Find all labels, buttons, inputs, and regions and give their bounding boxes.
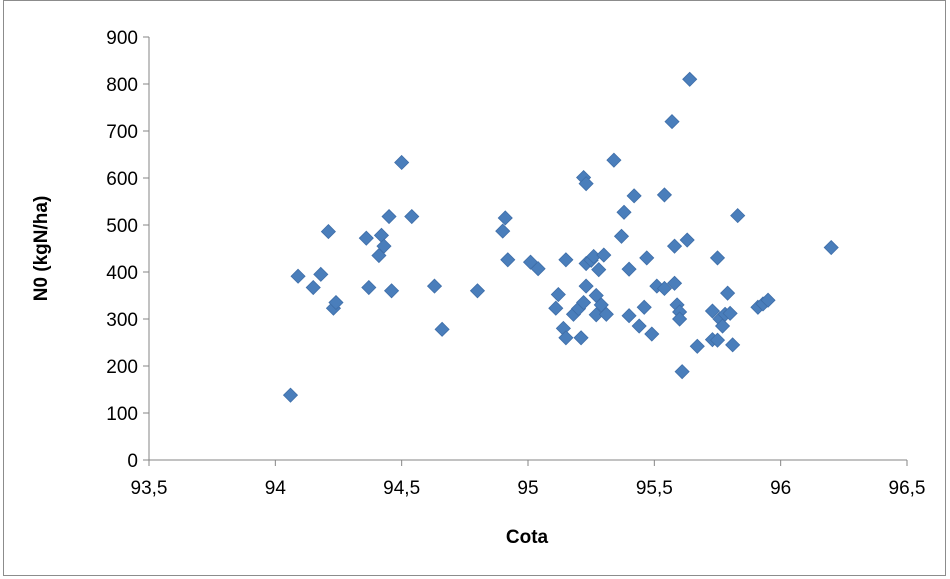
data-point-marker [305, 279, 321, 296]
data-point-marker [722, 305, 738, 321]
data-point-marker [760, 292, 776, 308]
data-point-marker [383, 283, 400, 299]
data-point-marker [596, 247, 612, 263]
data-point-marker [616, 204, 632, 220]
data-point-marker [313, 266, 329, 282]
data-point-marker [613, 228, 630, 244]
y-tick-label: 100 [106, 404, 138, 425]
data-point-marker [704, 303, 721, 319]
y-tick-label: 500 [106, 216, 138, 237]
data-point-marker [328, 294, 344, 311]
data-point-marker [558, 252, 574, 268]
data-point-marker [725, 337, 741, 353]
data-point-marker [621, 261, 637, 277]
data-point-marker [672, 311, 688, 327]
data-point-marker [578, 176, 594, 192]
data-point-marker [548, 300, 564, 316]
x-tick-label: 94,5 [383, 478, 420, 499]
data-point-marker [709, 250, 726, 266]
y-tick-label: 600 [106, 169, 138, 190]
data-point-marker [530, 261, 546, 277]
data-point-marker [576, 294, 592, 311]
data-point-marker [495, 223, 511, 239]
data-point-marker [631, 318, 647, 334]
y-tick-label: 400 [106, 263, 138, 284]
x-axis-title: Cota [506, 527, 549, 548]
data-point-marker [709, 332, 726, 348]
data-point-marker [679, 232, 695, 248]
y-tick-label: 300 [106, 310, 138, 331]
data-point-marker [394, 154, 410, 171]
data-point-marker [666, 238, 683, 254]
data-points [282, 71, 839, 403]
x-tick-label: 96,5 [889, 478, 926, 499]
data-point-marker [626, 188, 642, 204]
x-tick-label: 94 [265, 478, 287, 499]
data-point-marker [550, 286, 566, 303]
data-point-marker [621, 308, 637, 324]
data-point-marker [823, 239, 839, 256]
data-point-marker [558, 330, 574, 346]
y-tick-label: 900 [106, 28, 138, 49]
data-point-marker [714, 318, 731, 334]
y-tick-label: 700 [106, 122, 138, 143]
data-point-marker [381, 208, 397, 225]
data-point-marker [573, 330, 589, 346]
data-point-marker [500, 252, 516, 268]
data-point-marker [591, 262, 607, 278]
data-point-marker [290, 268, 306, 284]
data-point-marker [730, 208, 746, 224]
y-axis-title: N0 (kgN/ha) [31, 196, 52, 302]
x-tick-label: 95 [517, 478, 538, 499]
x-tick-label: 93,5 [131, 478, 168, 499]
y-tick-label: 200 [106, 357, 138, 378]
data-point-marker [361, 279, 377, 296]
data-point-marker [376, 238, 392, 254]
data-point-marker [282, 387, 299, 403]
data-point-marker [373, 227, 390, 243]
data-point-marker [606, 152, 622, 168]
data-point-marker [404, 208, 420, 225]
data-point-marker [639, 250, 655, 266]
data-point-marker [664, 114, 680, 130]
data-point-marker [497, 210, 513, 226]
x-tick-label: 95,5 [636, 478, 673, 499]
data-point-marker [469, 283, 486, 299]
data-point-marker [656, 280, 673, 297]
data-point-marker [644, 326, 660, 342]
data-point-marker [656, 187, 673, 203]
data-point-marker [636, 299, 652, 315]
data-point-marker [426, 278, 443, 294]
data-point-marker [320, 224, 336, 240]
data-point-marker [720, 285, 736, 301]
data-point-marker [434, 321, 450, 337]
data-point-marker [598, 306, 614, 322]
data-point-marker [689, 338, 705, 354]
x-axis-ticks: 93,5 94 94,5 95 95,5 96 96,5 [131, 460, 926, 499]
y-tick-label: 0 [127, 451, 138, 472]
data-point-marker [578, 278, 594, 294]
data-point-marker [358, 230, 374, 246]
data-point-marker [674, 364, 690, 380]
x-tick-label: 96 [770, 478, 791, 499]
y-axis-ticks: 0 100 200 300 400 500 600 700 800 900 [106, 28, 149, 472]
y-tick-label: 800 [106, 75, 138, 96]
data-point-marker [682, 71, 698, 87]
data-point-marker [666, 275, 683, 291]
